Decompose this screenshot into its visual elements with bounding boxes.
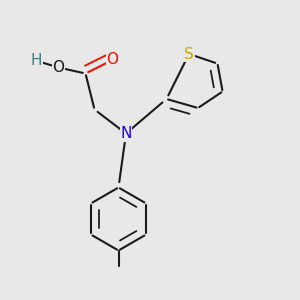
Text: O: O [106, 52, 119, 68]
Text: S: S [184, 46, 194, 62]
Text: N: N [120, 126, 132, 141]
Text: H: H [30, 53, 42, 68]
Text: O: O [52, 60, 64, 75]
